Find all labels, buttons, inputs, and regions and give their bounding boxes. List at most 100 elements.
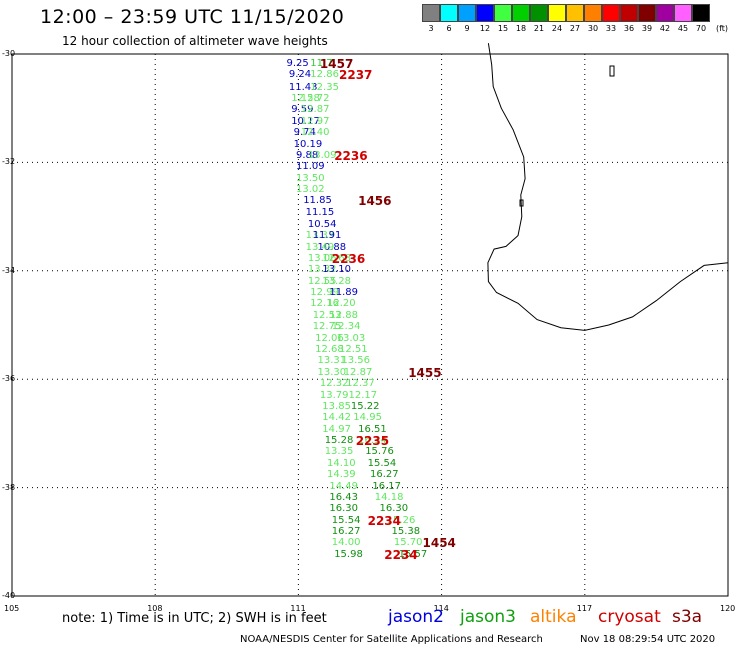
- wave-height-value: 15.76: [365, 446, 394, 458]
- wave-height-value: 12.16: [310, 298, 339, 310]
- wave-height-value: 11.7: [310, 58, 333, 70]
- scale-swatch: [530, 4, 548, 22]
- longitude-label: 114: [433, 604, 449, 613]
- latitude-label: -34: [2, 265, 16, 275]
- coastline: [487, 43, 729, 331]
- wave-height-value: 13.06: [307, 252, 337, 264]
- scale-swatch: [512, 4, 530, 22]
- scale-unit: (ft): [715, 24, 729, 33]
- wave-height-value: 15.54: [367, 457, 397, 469]
- footer-timestamp: Nov 18 08:29:54 UTC 2020: [580, 634, 716, 645]
- wave-height-value: 10.19: [293, 138, 323, 150]
- island: [519, 199, 524, 207]
- longitude-label: 117: [576, 604, 593, 613]
- wave-height-value: 11.43: [288, 81, 318, 93]
- wave-height-value: 14.00: [331, 537, 361, 549]
- scale-swatch: [458, 4, 476, 22]
- satellite-cryosat: cryosat: [598, 607, 661, 627]
- wave-height-value: 14.49: [329, 480, 359, 492]
- latitude-label: -38: [2, 482, 16, 492]
- scale-label: 45: [677, 24, 689, 33]
- scale-swatch: [692, 4, 710, 22]
- scale-swatch: [620, 4, 638, 22]
- wave-height-value: 15.70: [393, 537, 423, 549]
- wave-height-value: 12.99: [310, 287, 339, 298]
- wave-height-value: 13.79: [319, 389, 349, 401]
- wave-height-value: 13.09: [307, 149, 337, 161]
- wave-height-value: 11.85: [303, 195, 332, 207]
- wave-height-value: 13.28: [322, 275, 351, 287]
- latitude-label: -32: [2, 157, 16, 167]
- pass-time: 1455: [408, 365, 442, 380]
- wave-height-value: 15.54: [331, 514, 361, 526]
- wave-height-value: 16.17: [372, 480, 402, 492]
- wave-height-value: 9.24: [288, 69, 312, 81]
- longitude-label: 105: [4, 604, 20, 613]
- wave-height-value: 9.59: [291, 104, 314, 116]
- wave-height-value: 12.40: [300, 127, 330, 139]
- longitude-label: 111: [290, 604, 306, 613]
- wave-height-value: 15.57: [398, 548, 428, 560]
- wave-height-value: 12.53: [312, 309, 342, 321]
- page-subtitle: 12 hour collection of altimeter wave hei…: [62, 34, 328, 48]
- scale-label: 42: [659, 24, 671, 33]
- wave-height-value: 14.42: [322, 412, 351, 424]
- wave-height-value: 13.85: [322, 400, 351, 412]
- wave-height-value: 16.30: [329, 503, 359, 515]
- wave-height-value: 12.37: [346, 378, 375, 390]
- scale-label: 36: [623, 24, 635, 33]
- scale-swatch: [476, 4, 494, 22]
- latitude-label: -36: [2, 374, 16, 384]
- pass-time: 2237: [339, 68, 373, 83]
- wave-height-value: 16.34: [358, 435, 387, 446]
- wave-height-value: 9.25: [286, 58, 309, 70]
- wave-height-value: 16.27: [331, 526, 361, 537]
- pass-time: 2236: [331, 251, 366, 266]
- satellite-jason3: jason3: [460, 607, 516, 627]
- pass-time: 2235: [355, 434, 390, 448]
- latitude-label: -30: [2, 49, 16, 58]
- wave-height-value: 12.17: [348, 389, 378, 401]
- wave-height-value: 11.15: [305, 206, 335, 218]
- pass-time: 2234: [367, 513, 401, 528]
- wave-height-value: 12.58: [291, 93, 320, 104]
- wave-height-value: 15.26: [386, 514, 416, 526]
- wave-height-value: 12.87: [343, 366, 373, 378]
- wave-height-value: 12.55: [307, 275, 337, 287]
- scale-label: 39: [641, 24, 653, 33]
- island: [609, 65, 615, 77]
- wave-height-value: 10.54: [307, 218, 337, 230]
- scale-label: 70: [695, 24, 707, 33]
- wave-height-value: 12.32: [319, 378, 349, 390]
- footer-note: note: 1) Time is in UTC; 2) SWH is in fe…: [62, 611, 327, 626]
- wave-height-value: 13.35: [324, 446, 354, 458]
- satellite-jason2: jason2: [388, 607, 444, 627]
- scale-label: 12: [479, 24, 491, 33]
- scale-swatch: [656, 4, 674, 22]
- wave-height-value: 13.31: [317, 355, 347, 367]
- wave-height-value: 12.20: [327, 298, 356, 310]
- scale-swatch: [584, 4, 602, 22]
- pass-time: 1456: [358, 194, 392, 209]
- graticule: [11, 53, 729, 597]
- small-islands: [519, 65, 615, 207]
- wave-height-value: 10.88: [317, 241, 347, 253]
- scale-label: 3: [428, 24, 434, 33]
- scale-label: 15: [497, 24, 509, 33]
- wave-height-value: 12.86: [310, 69, 339, 81]
- wave-height-value: 16.30: [379, 503, 409, 515]
- wave-height-value: 16.43: [329, 491, 359, 503]
- wave-height-value: 12.87: [300, 104, 330, 116]
- wave-height-value: 12.75: [312, 321, 342, 333]
- wave-height-value: 13.56: [341, 355, 371, 367]
- wave-height-value: 11.89: [329, 287, 359, 298]
- wave-height-value: 12.51: [339, 343, 368, 355]
- wave-height-value: 14.18: [374, 491, 404, 503]
- scale-swatch: [422, 4, 440, 22]
- scale-swatch: [566, 4, 584, 22]
- satellite-s3a: s3a: [672, 607, 703, 627]
- scale-label: 18: [515, 24, 527, 33]
- wave-height-value: 15.38: [391, 526, 421, 537]
- wave-height-value: 11.91: [312, 230, 342, 242]
